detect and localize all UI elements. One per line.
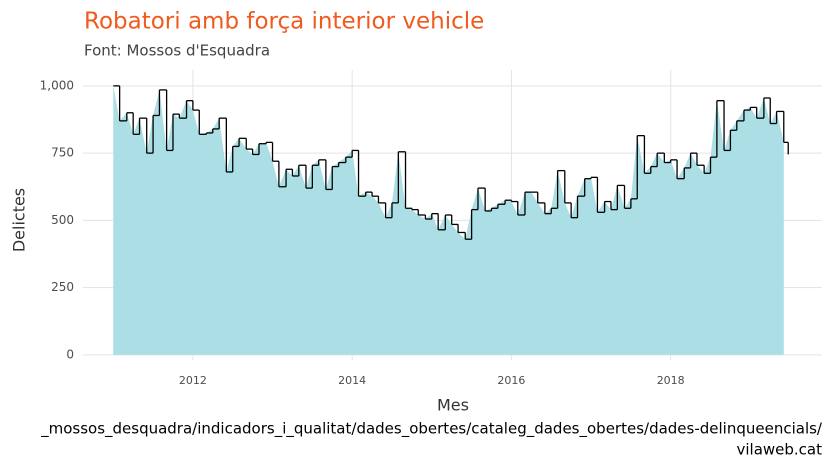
y-axis-title: Delictes — [10, 188, 29, 252]
y-tick-label: 750 — [51, 146, 74, 160]
x-tick-label: 2014 — [338, 374, 366, 387]
y-tick-label: 0 — [66, 347, 74, 361]
x-tick-label: 2018 — [657, 374, 685, 387]
y-tick-label: 250 — [51, 280, 74, 294]
chart-subtitle: Font: Mossos d'Esquadra — [84, 42, 270, 60]
chart-title: Robatori amb força interior vehicle — [84, 9, 484, 35]
y-tick-label: 500 — [51, 213, 74, 227]
area — [113, 85, 784, 355]
x-tick-label: 2012 — [179, 374, 207, 387]
x-tick-label: 2016 — [497, 374, 525, 387]
caption-line: vilaweb.cat — [736, 441, 822, 459]
caption-line: _mossos_desquadra/indicadors_i_qualitat/… — [40, 420, 823, 439]
step-riser — [118, 85, 789, 240]
y-tick-label: 1,000 — [40, 78, 74, 92]
x-axis-title: Mes — [437, 396, 469, 415]
